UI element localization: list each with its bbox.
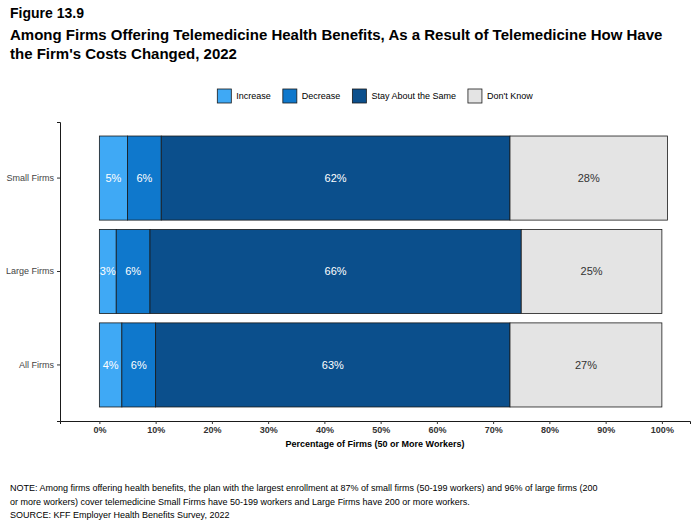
x-tick: 10% [147,421,165,435]
x-tick: 70% [485,421,503,435]
data-label: 6% [125,265,141,277]
bar-segment [122,323,156,407]
data-labels: 5% 6% 62% 28% 3% 6% 66% 25% 4% 6% 63% 27% [100,172,603,371]
x-tick-mark [437,421,438,424]
x-tick-mark [268,421,269,424]
data-label: 3% [100,265,116,277]
y-tick-mark [57,364,60,365]
data-label: 6% [136,172,152,184]
x-tick-mark [156,421,157,424]
x-tick-label: 10% [147,425,165,435]
legend-swatch [283,89,297,103]
y-tick-mark [57,178,60,179]
x-tick-mark [212,421,213,424]
x-tick: 80% [541,421,559,435]
legend-item: Stay About the Same [352,89,456,103]
data-label: 28% [578,172,600,184]
x-tick-mark [606,421,607,424]
y-tick: Small Firms [7,173,61,183]
y-tick: Large Firms [6,266,60,276]
x-tick-label: 0% [93,425,106,435]
note: SOURCE: KFF Employer Health Benefits Sur… [10,510,229,520]
title-group: Figure 13.9 Among Firms Offering Telemedi… [10,5,662,62]
legend-swatch [468,89,482,103]
x-tick: 50% [372,421,390,435]
bar-segment [99,229,116,313]
x-tick: 30% [260,421,278,435]
title: Among Firms Offering Telemedicine Health… [10,26,662,43]
legend-label: Stay About the Same [371,91,456,101]
note: or more workers) cover telemedicine Smal… [10,497,470,507]
legend-label: Increase [236,91,271,101]
x-tick-label: 50% [372,425,390,435]
x-tick-label: 30% [260,425,278,435]
y-tick-label: Small Firms [7,173,55,183]
x-tick-mark [549,421,550,424]
y-tick-mark [57,271,60,272]
data-label: 6% [131,359,147,371]
bar-segment [510,323,662,407]
x-axis-title: Percentage of Firms (50 or More Workers) [286,439,465,449]
legend-item: Increase [217,89,271,103]
x-axis: 0% 10% 20% 30% 40% 50% 60% 70% 80% 90% 100% [61,421,691,435]
data-label: 66% [325,265,347,277]
data-label: 25% [581,265,603,277]
bar-segment [99,136,127,220]
x-tick: 100% [651,421,674,435]
y-axis: Small Firms Large Firms All Firms [6,123,61,422]
data-label: 5% [105,172,121,184]
legend-item: Decrease [283,89,341,103]
x-tick-mark [662,421,663,424]
figure-label: Figure 13.9 [10,5,84,21]
x-tick-mark [381,421,382,424]
x-tick: 90% [597,421,615,435]
bar-segment [99,323,122,407]
bars [99,136,667,407]
x-tick: 20% [203,421,221,435]
y-tick-label: Large Firms [6,266,55,276]
y-tick-label: All Firms [19,360,54,370]
bar-segment [128,136,162,220]
x-tick-label: 100% [651,425,674,435]
x-tick: 0% [93,421,106,435]
note: NOTE: Among firms offering health benefi… [10,483,598,493]
bar-segment [510,136,668,220]
data-label: 62% [325,172,347,184]
data-label: 63% [322,359,344,371]
x-tick-label: 80% [541,425,559,435]
bar-segment [150,229,521,313]
x-axis-line [61,422,691,425]
x-tick-label: 70% [485,425,503,435]
x-tick-mark [324,421,325,424]
x-tick-label: 40% [316,425,334,435]
x-tick-mark [493,421,494,424]
chart: Figure 13.9 Among Firms Offering Telemedi… [0,0,698,525]
bar-segment [116,229,150,313]
title: the Firm's Costs Changed, 2022 [10,45,237,62]
legend-label: Don't Know [487,91,533,101]
data-label: 27% [575,359,597,371]
legend: Increase Decrease Stay About the Same Don't… [217,89,533,103]
legend-item: Don't Know [468,89,533,103]
x-tick-label: 90% [597,425,615,435]
x-tick-mark [99,421,100,424]
bar-segment [161,136,510,220]
data-label: 4% [103,359,119,371]
legend-label: Decrease [302,91,341,101]
x-tick-label: 60% [428,425,446,435]
notes: NOTE: Among firms offering health benefi… [10,483,598,520]
x-tick: 60% [428,421,446,435]
bar-segment [521,229,662,313]
legend-swatch [352,89,366,103]
y-axis-line [57,123,61,422]
x-tick: 40% [316,421,334,435]
bar-segment [156,323,510,407]
y-tick: All Firms [19,360,60,370]
x-tick-label: 20% [203,425,221,435]
legend-swatch [217,89,231,103]
